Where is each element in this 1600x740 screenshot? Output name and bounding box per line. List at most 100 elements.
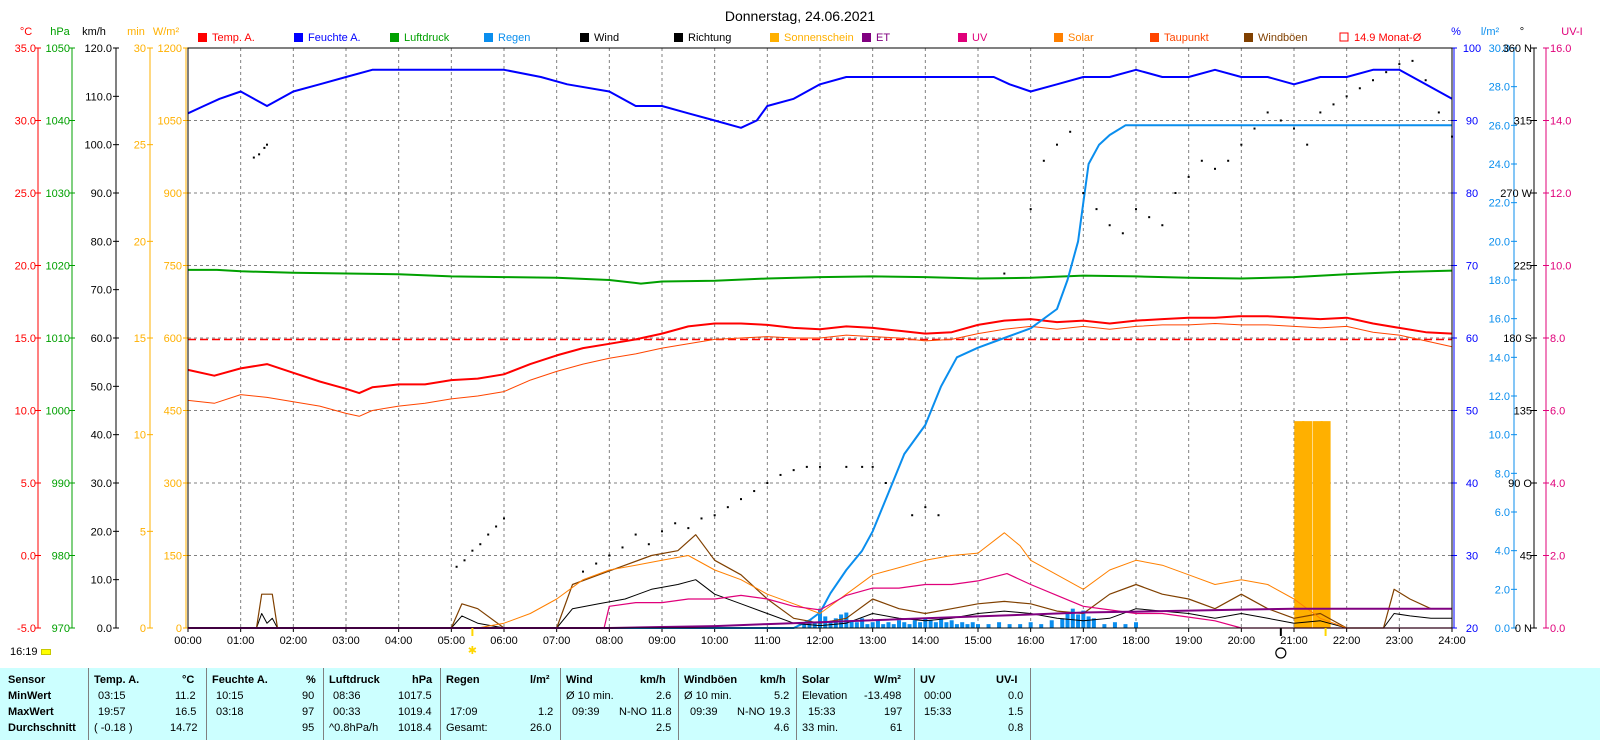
axis-label-temp: 0.0 bbox=[21, 551, 36, 563]
axis-label-temp: 10.0 bbox=[15, 406, 36, 418]
stats-rain-max-time: 17:09 bbox=[450, 706, 478, 718]
rain-bar bbox=[1007, 624, 1012, 628]
sunrise-icon: ✱ bbox=[468, 645, 477, 657]
stats-press-unit: hPa bbox=[412, 674, 433, 686]
legend-label: Feuchte A. bbox=[308, 32, 361, 44]
axis-label-humidity: 90 bbox=[1466, 116, 1478, 128]
axis-label-sunshine: 10 bbox=[134, 430, 146, 442]
axis-label-solar: 150 bbox=[164, 551, 182, 563]
sunshine-bar bbox=[1302, 421, 1313, 628]
direction-point bbox=[937, 514, 940, 517]
x-tick-label: 19:00 bbox=[1175, 635, 1203, 647]
direction-point bbox=[1306, 143, 1309, 146]
axis-label-rain: 14.0 bbox=[1489, 352, 1510, 364]
stats-uv-max-time: 15:33 bbox=[924, 706, 952, 718]
axis-label-direction: 225 bbox=[1514, 261, 1532, 273]
rain-bar bbox=[875, 620, 880, 628]
axis-label-direction: 0 N bbox=[1515, 623, 1532, 635]
direction-point bbox=[263, 146, 266, 149]
axis-label-wind: 100.0 bbox=[84, 140, 112, 152]
rain-bar bbox=[891, 624, 896, 628]
x-tick-label: 00:00 bbox=[174, 635, 202, 647]
axis-label-pressure: 1040 bbox=[46, 116, 70, 128]
axis-label-wind: 50.0 bbox=[91, 381, 112, 393]
weather-chart: Donnerstag, 24.06.2021 Temp. A. Feuchte A… bbox=[15, 8, 1583, 659]
stats-rain-total-label: Gesamt: bbox=[446, 722, 488, 734]
stats-gust-max-dir: N-NO bbox=[737, 706, 766, 718]
x-tick-label: 17:00 bbox=[1070, 635, 1098, 647]
direction-point bbox=[1319, 111, 1322, 114]
axis-label-temp: 30.0 bbox=[15, 116, 36, 128]
direction-point bbox=[1332, 103, 1335, 106]
direction-point bbox=[1082, 192, 1085, 194]
axis-unit-rain: l/m² bbox=[1481, 26, 1500, 38]
axis-label-rain: 28.0 bbox=[1489, 82, 1510, 94]
moon-icon bbox=[1275, 647, 1287, 659]
stats-temp-max-val: 16.5 bbox=[175, 706, 197, 718]
legend-swatch bbox=[484, 33, 493, 42]
direction-point bbox=[479, 543, 482, 546]
stats-solar-head: Solar bbox=[802, 674, 830, 686]
stats-gust-max-time: 09:39 bbox=[690, 706, 718, 718]
rain-bar bbox=[997, 622, 1002, 628]
stats-hum-unit: % bbox=[306, 674, 316, 686]
stats-panel: Sensor MinWert MaxWert Durchschnitt Temp… bbox=[0, 668, 1600, 740]
rain-bar bbox=[1123, 624, 1128, 628]
axis-label-wind: 110.0 bbox=[85, 91, 112, 103]
axis-label-solar: 1050 bbox=[158, 116, 182, 128]
direction-point bbox=[1424, 79, 1427, 82]
direction-point bbox=[687, 527, 690, 530]
axis-label-humidity: 100 bbox=[1463, 43, 1481, 55]
rain-bar bbox=[960, 622, 965, 628]
axis-label-rain: 8.0 bbox=[1495, 468, 1510, 480]
axis-label-wind: 40.0 bbox=[91, 430, 112, 442]
x-tick-label: 05:00 bbox=[438, 635, 466, 647]
axis-label-rain: 22.0 bbox=[1489, 198, 1510, 210]
direction-point bbox=[1345, 95, 1348, 98]
axis-label-direction: 270 W bbox=[1500, 188, 1532, 200]
x-tick-label: 07:00 bbox=[543, 635, 571, 647]
axis-label-rain: 2.0 bbox=[1495, 584, 1510, 596]
current-time: 16:19 bbox=[10, 646, 51, 658]
rain-bar bbox=[1065, 612, 1070, 628]
rain-bar bbox=[870, 622, 875, 628]
legend-swatch bbox=[862, 33, 871, 42]
axis-label-humidity: 50 bbox=[1466, 406, 1478, 418]
direction-point bbox=[1214, 167, 1216, 170]
rain-bar bbox=[1060, 618, 1065, 628]
direction-point bbox=[258, 153, 261, 156]
stats-wind-min-val: 2.6 bbox=[656, 690, 672, 702]
stats-row-sensor: Sensor bbox=[8, 674, 46, 686]
series-line-luftdruck bbox=[188, 268, 1453, 285]
rain-bar bbox=[954, 624, 959, 628]
legend-label: Regen bbox=[498, 32, 530, 44]
legend-label: Luftdruck bbox=[404, 32, 450, 44]
axis-label-uv: 8.0 bbox=[1550, 333, 1565, 345]
rain-bar bbox=[918, 622, 923, 628]
rain-bar bbox=[939, 618, 944, 628]
x-tick-label: 16:00 bbox=[1017, 635, 1045, 647]
axis-label-sunshine: 15 bbox=[134, 333, 146, 345]
axis-label-humidity: 30 bbox=[1466, 551, 1478, 563]
direction-point bbox=[1385, 71, 1388, 74]
axis-label-rain: 10.0 bbox=[1489, 430, 1510, 442]
stats-gust-head: Windböen bbox=[684, 674, 738, 686]
direction-point bbox=[1174, 192, 1177, 194]
legend-label: UV bbox=[972, 32, 988, 44]
axis-label-wind: 10.0 bbox=[91, 575, 112, 587]
axis-unit-wind: km/h bbox=[82, 26, 106, 38]
x-tick-label: 24:00 bbox=[1438, 635, 1466, 647]
stats-wind-unit: km/h bbox=[640, 674, 666, 686]
axis-label-wind: 30.0 bbox=[91, 478, 112, 490]
axis-label-rain: 20.0 bbox=[1489, 236, 1510, 248]
direction-point bbox=[884, 482, 887, 484]
rain-bar bbox=[933, 622, 938, 628]
axis-label-pressure: 970 bbox=[52, 623, 70, 635]
legend-label: Temp. A. bbox=[212, 32, 255, 44]
rain-bar bbox=[1039, 624, 1044, 628]
direction-point bbox=[1042, 159, 1045, 162]
axis-label-pressure: 1010 bbox=[46, 333, 70, 345]
stats-hum-min-time: 10:15 bbox=[216, 690, 244, 702]
axis-label-temp: 5.0 bbox=[21, 478, 36, 490]
direction-point bbox=[1398, 63, 1401, 66]
